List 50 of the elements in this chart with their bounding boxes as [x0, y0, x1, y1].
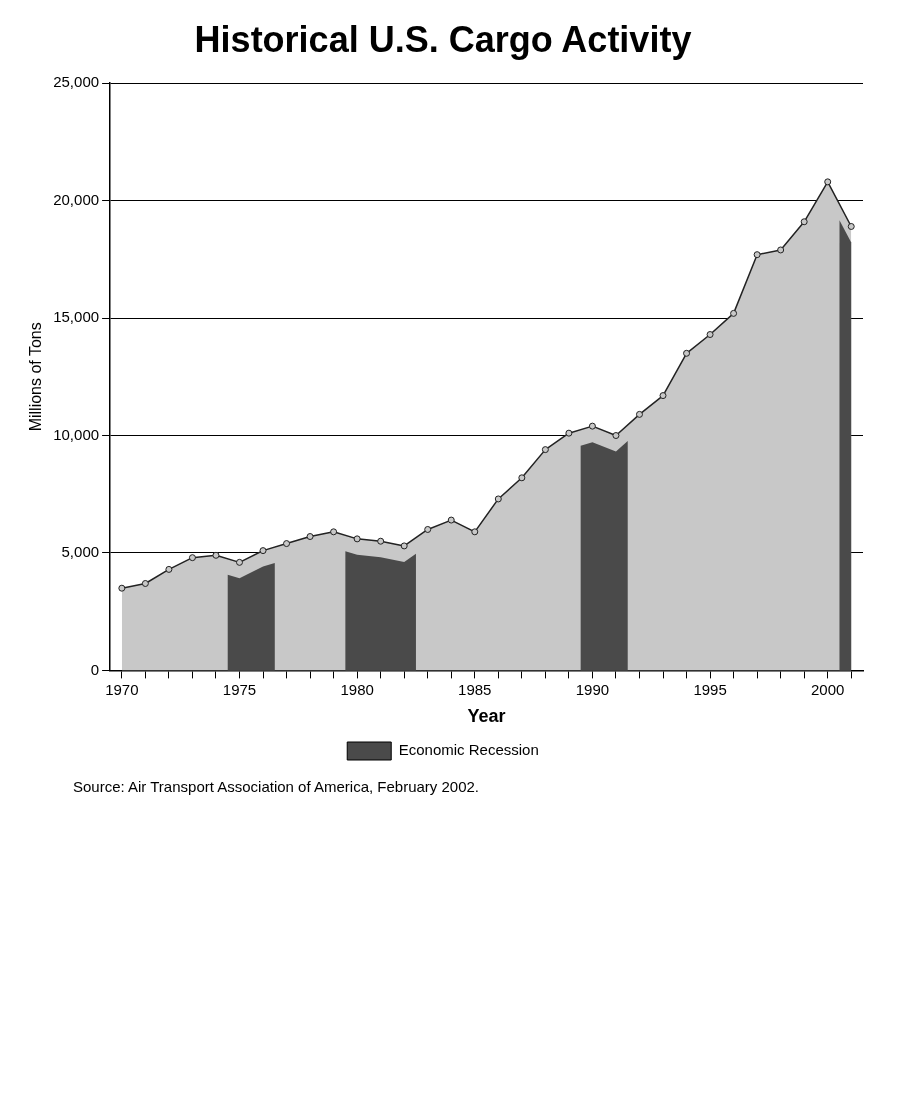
point: [283, 540, 291, 548]
x-tick-label: 2000: [811, 680, 845, 698]
point: [141, 579, 149, 587]
x-tick-label: 1995: [693, 680, 727, 698]
y-tick-label: 20,000: [53, 190, 100, 208]
point: [777, 246, 785, 254]
y-tick-label: 0: [90, 660, 100, 678]
point: [235, 558, 243, 566]
y-tick-label: 10,000: [53, 425, 100, 443]
point: [330, 528, 338, 536]
point: [377, 537, 385, 545]
point: [165, 565, 173, 573]
point: [706, 331, 714, 339]
legend-label: Economic Recession: [398, 741, 539, 759]
x-tick-label: 1980: [340, 680, 374, 698]
x-tick-label: 1970: [105, 680, 139, 698]
x-tick-label: 1990: [575, 680, 610, 698]
point: [518, 474, 526, 482]
point: [259, 547, 267, 555]
x-axis-title: Year: [467, 706, 506, 727]
source-note: Source: Air Transport Association of America, February 2002.: [73, 778, 481, 795]
point: [447, 516, 455, 524]
y-axis-title: Millions of Tons: [27, 322, 45, 432]
y-tick-label: 5,000: [61, 543, 100, 561]
point: [588, 422, 596, 430]
point: [400, 542, 408, 550]
point: [118, 584, 126, 592]
point: [730, 309, 738, 317]
chart-title: Historical U.S. Cargo Activity: [194, 18, 692, 60]
y-tick-label: 15,000: [53, 308, 100, 326]
point: [847, 222, 855, 230]
point: [659, 392, 667, 400]
point: [800, 218, 808, 226]
y-tick-label: 25,000: [53, 73, 100, 91]
point: [188, 554, 196, 562]
x-tick-label: 1975: [222, 680, 257, 698]
point: [541, 446, 549, 454]
point: [635, 410, 643, 418]
point: [612, 432, 620, 440]
point: [471, 528, 479, 536]
x-tick-label: 1985: [458, 680, 492, 698]
point: [824, 178, 832, 186]
point: [494, 495, 502, 503]
point: [683, 349, 691, 357]
point: [424, 525, 432, 533]
point: [306, 533, 314, 541]
point: [565, 429, 573, 437]
point: [212, 551, 220, 559]
point: [353, 535, 361, 543]
point: [753, 251, 761, 259]
